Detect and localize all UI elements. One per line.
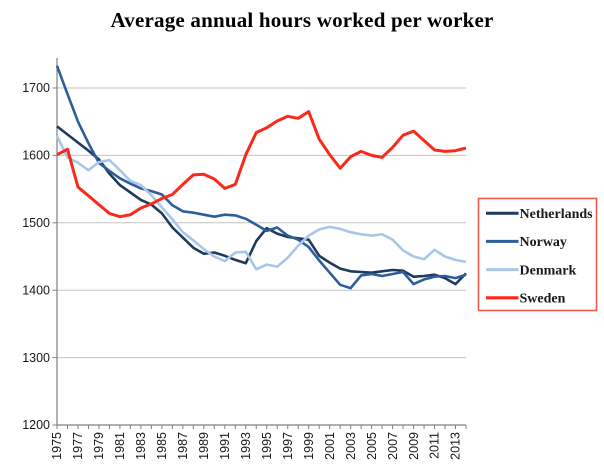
x-tick-label: 2003 [344, 432, 358, 460]
legend-label-denmark: Denmark [520, 263, 577, 278]
legend-item-norway: Norway [486, 235, 567, 250]
x-tick-label: 2013 [449, 432, 463, 460]
legend-item-denmark: Denmark [486, 263, 576, 278]
x-tick-label: 2009 [407, 432, 421, 460]
y-tick-label: 1200 [22, 418, 50, 432]
legend-item-sweden: Sweden [486, 292, 566, 307]
x-tick-label: 1995 [260, 432, 274, 460]
x-tick-label: 2001 [323, 432, 337, 460]
series-line-denmark [55, 135, 467, 271]
series-line-sweden [56, 110, 467, 219]
y-tick-label: 1300 [22, 351, 50, 365]
x-tick-label: 1987 [176, 432, 190, 460]
x-tick-label: 2007 [386, 432, 400, 460]
legend: Netherlands Norway Denmark Sweden [477, 197, 598, 312]
x-tick-label: 1983 [134, 432, 148, 460]
x-tick-label: 1991 [218, 432, 232, 460]
legend-box [477, 197, 598, 312]
y-tick-label: 1700 [22, 81, 50, 95]
legend-label-netherlands: Netherlands [520, 207, 594, 222]
y-tick-label: 1600 [22, 149, 50, 163]
legend-item-netherlands: Netherlands [486, 207, 593, 222]
x-tick-label: 1989 [197, 432, 211, 460]
series-line-norway [55, 65, 467, 290]
x-tick-label: 1985 [155, 432, 169, 460]
x-tick-label: 1981 [113, 432, 127, 460]
chart-title: Average annual hours worked per worker [110, 8, 494, 32]
x-tick-label: 2011 [428, 432, 442, 459]
x-tick-label: 1993 [239, 432, 253, 460]
x-tick-label: 1997 [281, 432, 295, 460]
legend-label-sweden: Sweden [520, 292, 566, 307]
x-tick-label: 2005 [365, 432, 379, 460]
x-tick-label: 1979 [92, 432, 106, 460]
x-tick-label: 1975 [50, 432, 64, 460]
x-tick-label: 1999 [302, 432, 316, 460]
y-tick-label: 1400 [22, 283, 50, 297]
y-tick-label: 1500 [22, 216, 50, 230]
series-line-netherlands [56, 125, 467, 286]
legend-label-norway: Norway [520, 235, 567, 250]
x-tick-label: 1977 [71, 432, 85, 460]
